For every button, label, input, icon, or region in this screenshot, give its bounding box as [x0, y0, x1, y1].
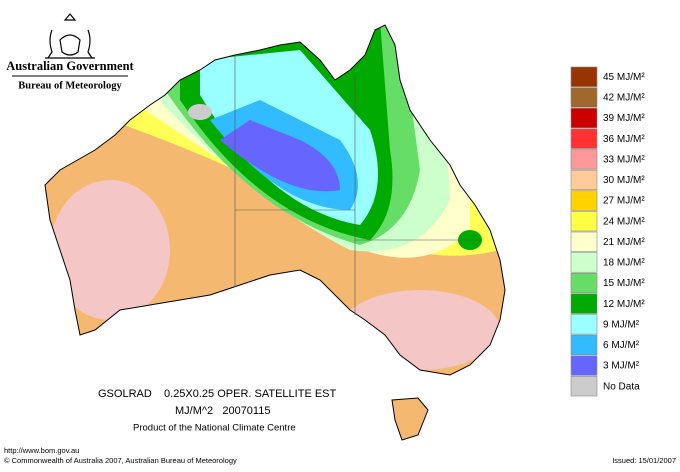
- logo-line: Bureau of Meteorology: [18, 80, 122, 91]
- legend-label: 39 MJ/M²: [603, 113, 645, 124]
- logo-line: Australian Government: [6, 59, 134, 73]
- legend-swatch: [570, 169, 598, 191]
- legend-swatch: [570, 66, 598, 87]
- legend-swatch: [570, 376, 598, 397]
- footer-url: http://www.bom.gov.au: [4, 446, 79, 455]
- caption: Product of the National Climate Centre: [133, 423, 296, 434]
- legend-swatch: [570, 252, 598, 273]
- legend-swatch: [570, 190, 598, 211]
- footer-issued: Issued: 15/01/2007: [612, 456, 676, 465]
- legend-label: 6 MJ/M²: [603, 340, 640, 351]
- legend-label: 9 MJ/M²: [603, 319, 640, 330]
- legend-swatch: [570, 314, 598, 335]
- legend-swatch: [570, 272, 598, 294]
- legend-label: 45 MJ/M²: [603, 72, 645, 83]
- emblem: [45, 13, 95, 59]
- legend-label: No Data: [603, 381, 640, 392]
- legend-label: 42 MJ/M²: [603, 93, 645, 104]
- footer-copyright: © Commonwealth of Australia 2007, Austra…: [4, 456, 237, 465]
- legend-label: 36 MJ/M²: [603, 134, 645, 145]
- legend-label: 33 MJ/M²: [603, 154, 645, 165]
- legend-swatch: [570, 107, 598, 129]
- legend-swatch: [570, 149, 598, 170]
- legend-swatch: [570, 211, 598, 232]
- state-borders: [234, 55, 480, 315]
- tasmania: [391, 397, 429, 441]
- legend-label: 27 MJ/M²: [603, 196, 645, 207]
- legend-swatch: [570, 231, 598, 252]
- legend-label: 30 MJ/M²: [603, 175, 645, 186]
- legend-label: 18 MJ/M²: [603, 258, 645, 269]
- caption: GSOLRAD 0.25X0.25 OPER. SATELLITE EST: [98, 388, 337, 400]
- legend-swatch: [570, 128, 598, 149]
- legend-label: 21 MJ/M²: [603, 237, 645, 248]
- caption: MJ/M^2 20070115: [175, 405, 270, 417]
- legend-label: 15 MJ/M²: [603, 278, 645, 289]
- legend-swatch: [570, 293, 598, 314]
- legend-label: 3 MJ/M²: [603, 361, 640, 372]
- legend-swatch: [570, 334, 598, 356]
- legend-swatch: [570, 87, 598, 108]
- legend-swatch: [570, 355, 598, 376]
- legend-label: 24 MJ/M²: [603, 216, 645, 227]
- legend: 45 MJ/M² 42 MJ/M² 39 MJ/M² 36 MJ/M² 33 MJ/M²…: [570, 66, 645, 397]
- legend-label: 12 MJ/M²: [603, 299, 645, 310]
- coastline: [44, 24, 506, 376]
